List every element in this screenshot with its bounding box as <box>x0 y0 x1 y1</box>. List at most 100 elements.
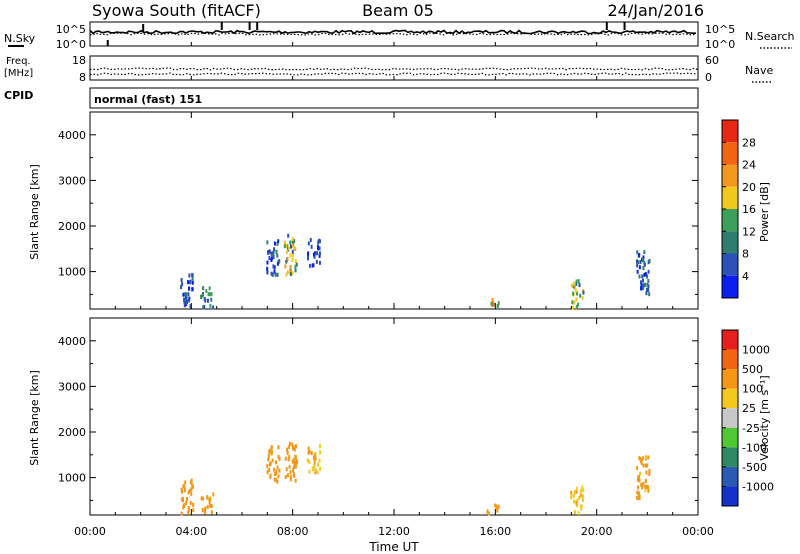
power-cell-0 <box>180 278 183 283</box>
power-cell-4 <box>308 263 311 268</box>
power-cell-6 <box>571 305 574 310</box>
power-cell-3 <box>295 262 298 267</box>
power-tick-label-1: 8 <box>742 248 749 261</box>
power-swatch-5 <box>722 231 738 254</box>
velocity-cell-3 <box>288 441 291 446</box>
power-cell-1 <box>202 305 205 310</box>
power-cell-2 <box>270 271 273 276</box>
velocity-cell-0 <box>180 497 183 502</box>
power-cell-5 <box>492 302 495 307</box>
velocity-swatch-6 <box>722 447 738 467</box>
velocity-cell-3 <box>289 470 292 475</box>
power-cell-2 <box>276 272 279 277</box>
power-cell-5 <box>491 297 494 302</box>
power-cell-7 <box>640 283 643 288</box>
velocity-cell-7 <box>640 461 643 466</box>
velocity-cell-1 <box>203 510 206 515</box>
velocity-cell-0 <box>184 480 187 485</box>
power-scatter <box>180 233 651 310</box>
power-cell-3 <box>294 264 297 269</box>
velocity-cell-4 <box>319 450 322 455</box>
cpid-panel <box>89 87 699 109</box>
velocity-cell-2 <box>266 464 269 469</box>
velocity-cell-6 <box>576 498 579 503</box>
power-cell-7 <box>646 287 649 292</box>
velocity-cell-4 <box>307 450 310 455</box>
velocity-cell-7 <box>640 482 643 487</box>
velocity-cell-6 <box>581 494 584 499</box>
velocity-cell-1 <box>212 492 215 497</box>
power-cell-6 <box>570 283 573 288</box>
power-cell-0 <box>187 280 190 285</box>
power-cell-2 <box>266 240 269 245</box>
power-cell-7 <box>647 284 650 289</box>
velocity-cell-2 <box>269 461 272 466</box>
velocity-cell-6 <box>573 490 576 495</box>
velocity-cell-4 <box>312 466 315 471</box>
power-cell-1 <box>202 286 205 291</box>
velocity-cell-0 <box>183 484 186 489</box>
velocity-swatch-4 <box>722 408 738 428</box>
power-cell-4 <box>314 251 317 256</box>
velocity-cell-3 <box>294 464 297 469</box>
power-cell-2 <box>276 241 279 246</box>
power-cell-6 <box>575 281 578 286</box>
power-cell-2 <box>276 253 279 258</box>
velocity-cell-7 <box>641 485 644 490</box>
velocity-cell-6 <box>582 498 585 503</box>
power-cell-1 <box>209 292 212 297</box>
velocity-swatch-1 <box>722 349 738 370</box>
date-title: 24/Jan/2016 <box>607 1 704 20</box>
velocity-cell-7 <box>645 463 648 468</box>
power-cell-7 <box>642 285 645 290</box>
freq-tick-bottom: 8 <box>79 71 86 84</box>
velocity-cell-2 <box>271 458 274 463</box>
power-cell-3 <box>293 246 296 251</box>
velocity-cell-0 <box>187 490 190 495</box>
freq-unit: [MHz] <box>4 68 33 79</box>
xtick-label-4: 16:00 <box>479 525 511 538</box>
power-cell-3 <box>291 253 294 258</box>
velocity-cell-7 <box>637 476 640 481</box>
power-swatch-6 <box>722 253 738 276</box>
power-cell-1 <box>212 305 215 310</box>
power-cell-6 <box>573 285 576 290</box>
velocity-cell-7 <box>644 484 647 489</box>
velocity-cell-7 <box>642 463 645 468</box>
power-cell-7 <box>648 258 651 263</box>
velocity-cell-3 <box>286 450 289 455</box>
velocity-cell-5 <box>495 504 498 509</box>
velocity-cell-3 <box>293 461 296 466</box>
power-cell-7 <box>640 286 643 291</box>
velocity-cell-3 <box>284 474 287 479</box>
power-cell-3 <box>286 244 289 249</box>
power-cell-7 <box>636 250 639 255</box>
velocity-cell-1 <box>210 510 213 515</box>
velocity-cell-3 <box>295 459 298 464</box>
power-ytick-label-0: 1000 <box>58 266 86 279</box>
power-cell-6 <box>575 304 578 309</box>
power-swatch-3 <box>722 186 738 209</box>
velocity-cell-4 <box>307 446 310 451</box>
nave-tick-bottom: 0 <box>705 71 712 84</box>
power-cell-4 <box>310 244 313 249</box>
power-cell-2 <box>273 269 276 274</box>
power-cell-7 <box>638 265 641 270</box>
power-cell-6 <box>575 279 578 284</box>
power-cell-3 <box>292 242 295 247</box>
velocity-cell-1 <box>200 496 203 501</box>
velocity-cell-2 <box>266 470 269 475</box>
power-cell-3 <box>290 244 293 249</box>
power-cell-0 <box>187 286 190 291</box>
power-cell-7 <box>636 269 639 274</box>
power-cell-7 <box>646 282 649 287</box>
power-cell-0 <box>191 276 194 281</box>
velocity-cell-4 <box>306 458 309 463</box>
power-cell-4 <box>317 240 320 245</box>
velocity-cell-3 <box>293 464 296 469</box>
velocity-cell-3 <box>292 446 295 451</box>
velocity-cell-6 <box>580 506 583 511</box>
velocity-cell-4 <box>319 444 322 449</box>
xtick-label-5: 20:00 <box>581 525 613 538</box>
velocity-cell-4 <box>314 467 317 472</box>
